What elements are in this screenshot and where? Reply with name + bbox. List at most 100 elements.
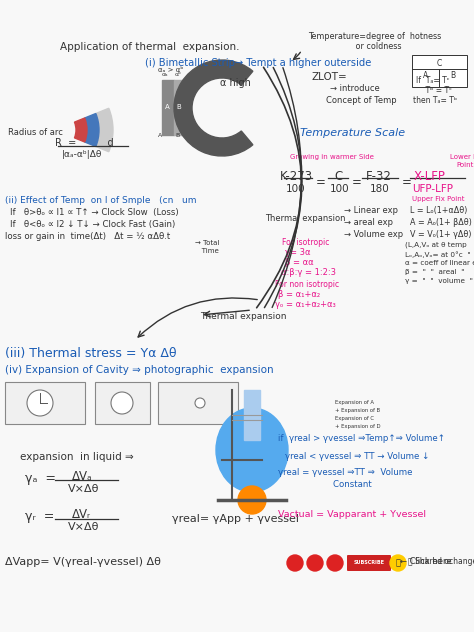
Circle shape (307, 555, 323, 571)
Text: B: B (451, 71, 456, 80)
Wedge shape (85, 114, 99, 147)
Text: → areal exp: → areal exp (344, 218, 393, 227)
Text: → Total: → Total (195, 240, 219, 246)
Bar (174, 80, 186, 135)
Text: 180: 180 (370, 184, 390, 194)
Text: =: = (316, 176, 326, 189)
Text: B: B (176, 133, 180, 138)
Text: γᵣ  =: γᵣ = (25, 510, 55, 523)
Bar (162, 80, 174, 135)
Text: Thermal expansion: Thermal expansion (200, 312, 286, 321)
Text: (L,A,Vₒ at θ temp: (L,A,Vₒ at θ temp (405, 242, 467, 248)
Text: Constant: Constant (278, 480, 372, 489)
Text: Lower Fix: Lower Fix (450, 154, 474, 160)
Text: Application of thermal  expansion.: Application of thermal expansion. (60, 42, 240, 52)
Text: Vactual = Vapparant + Yvessel: Vactual = Vapparant + Yvessel (278, 510, 426, 519)
Text: Point: Point (456, 162, 474, 168)
Text: ΔVᵣ: ΔVᵣ (72, 508, 91, 521)
Wedge shape (174, 60, 253, 156)
Text: (i) Bimetallic Strip→ Tempt a higher outerside: (i) Bimetallic Strip→ Tempt a higher out… (145, 58, 371, 68)
Text: + Expansion of D: + Expansion of D (335, 424, 381, 429)
Text: ⓪: ⓪ (395, 559, 401, 568)
Text: Time: Time (195, 248, 219, 254)
Text: αₐ: αₐ (162, 72, 169, 77)
Text: (iii) Thermal stress = Yα Δθ: (iii) Thermal stress = Yα Δθ (5, 347, 176, 360)
Text: V×Δθ: V×Δθ (68, 484, 100, 494)
Text: UFP-LFP: UFP-LFP (412, 184, 453, 194)
Circle shape (390, 555, 406, 571)
Text: L = Lₒ(1+αΔθ): L = Lₒ(1+αΔθ) (410, 206, 467, 215)
Text: Growing in warmer Side: Growing in warmer Side (290, 154, 374, 160)
Text: → Volume exp: → Volume exp (344, 230, 403, 239)
Circle shape (195, 398, 205, 408)
Text: then Tₐ= Tᵇ: then Tₐ= Tᵇ (413, 96, 457, 105)
Text: ← Click here: ← Click here (400, 557, 452, 566)
Text: If  Tₐ= Tᶜ: If Tₐ= Tᶜ (416, 76, 449, 85)
Text: R  =          d: R = d (55, 138, 114, 148)
Text: =: = (352, 176, 362, 189)
Text: SUBSCRIBE: SUBSCRIBE (354, 561, 384, 566)
Text: (iv) Expansion of Cavity ⇒ photographic  expansion: (iv) Expansion of Cavity ⇒ photographic … (5, 365, 273, 375)
Text: C: C (334, 170, 342, 183)
Text: expansion  in liquid ⇒: expansion in liquid ⇒ (20, 452, 134, 462)
Text: Thermal expansion: Thermal expansion (265, 214, 346, 223)
Text: 100: 100 (286, 184, 306, 194)
Text: Concept of Temp: Concept of Temp (326, 96, 397, 105)
Text: or coldness: or coldness (308, 42, 401, 51)
Text: X-LFP: X-LFP (414, 170, 446, 183)
Text: A: A (164, 104, 169, 110)
Text: + Expansion of B: + Expansion of B (335, 408, 380, 413)
Bar (244, 390, 260, 440)
Text: Radius of arc: Radius of arc (8, 128, 63, 137)
Text: β =  "  "  areal  ": β = " " areal " (405, 269, 465, 275)
Circle shape (327, 555, 343, 571)
Text: For isotropic: For isotropic (282, 238, 329, 247)
Text: ΔVapp= V(γreal-γvessel) Δθ: ΔVapp= V(γreal-γvessel) Δθ (5, 557, 161, 567)
Text: K-273: K-273 (280, 170, 313, 183)
Circle shape (287, 555, 303, 571)
Text: γₐ  =: γₐ = (25, 472, 56, 485)
Text: αᵇ: αᵇ (175, 72, 182, 77)
Text: If   θ>θₒ ∝ l1 ∝ T↑ → Clock Slow  (Loss): If θ>θₒ ∝ l1 ∝ T↑ → Clock Slow (Loss) (10, 208, 179, 217)
Text: Upper Fix Point: Upper Fix Point (412, 196, 465, 202)
Text: Temperature=degree of  hotness: Temperature=degree of hotness (308, 32, 441, 41)
Text: V = Vₒ(1+ γΔθ): V = Vₒ(1+ γΔθ) (410, 230, 472, 239)
Text: α high: α high (220, 78, 251, 88)
Text: A: A (158, 133, 162, 138)
Text: For non isotropic: For non isotropic (275, 280, 339, 289)
Text: ΔVₐ: ΔVₐ (72, 470, 92, 483)
Text: B: B (177, 104, 182, 110)
Text: Expansion of C: Expansion of C (335, 416, 374, 421)
Circle shape (111, 392, 133, 414)
Text: → Linear exp: → Linear exp (344, 206, 398, 215)
Text: if  γreal > γvessel ⇒Temp↑⇒ Volume↑: if γreal > γvessel ⇒Temp↑⇒ Volume↑ (278, 434, 445, 443)
Text: C: C (437, 59, 442, 68)
Text: αₐ > αᵇ: αₐ > αᵇ (158, 67, 183, 73)
Bar (5, 382, 85, 424)
Circle shape (27, 390, 53, 416)
Text: γ= 3α: γ= 3α (285, 248, 310, 257)
Text: α:β:γ = 1:2:3: α:β:γ = 1:2:3 (281, 268, 336, 277)
Text: β = α₁+α₂: β = α₁+α₂ (278, 290, 320, 299)
Text: → introduce: → introduce (330, 84, 380, 93)
Text: Lₒ,Aₒ,Vₒ= at 0°c  ": Lₒ,Aₒ,Vₒ= at 0°c " (405, 251, 471, 258)
Ellipse shape (216, 408, 288, 492)
Text: =: = (402, 176, 412, 189)
Wedge shape (74, 118, 87, 142)
Bar (412, 55, 467, 87)
Text: ZLOT=: ZLOT= (312, 72, 348, 82)
Text: γreal = γvessel ⇒TT ⇒  Volume: γreal = γvessel ⇒TT ⇒ Volume (278, 468, 412, 477)
Text: (ii) Effect of Temp  on l of Smple   (cn   um: (ii) Effect of Temp on l of Smple (cn um (5, 196, 197, 205)
Text: β = αα: β = αα (285, 258, 314, 267)
Text: Expansion of A: Expansion of A (335, 400, 374, 405)
Text: γreal < γvessel ⇒ TT → Volume ↓: γreal < γvessel ⇒ TT → Volume ↓ (285, 452, 429, 461)
Text: loss or gain in  time(Δt)   Δt = ½ αΔθ.t: loss or gain in time(Δt) Δt = ½ αΔθ.t (5, 232, 170, 241)
Text: γreal= γApp + γvessel: γreal= γApp + γvessel (172, 514, 299, 524)
Text: 100: 100 (330, 184, 350, 194)
Wedge shape (96, 108, 113, 152)
Text: γ =  "  "  volume  ": γ = " " volume " (405, 278, 473, 284)
Text: ⓪ Shared ochangesir: ⓪ Shared ochangesir (408, 557, 474, 566)
Text: A = Aₒ(1+ βΔθ): A = Aₒ(1+ βΔθ) (410, 218, 472, 227)
Text: Temperature Scale: Temperature Scale (300, 128, 405, 138)
Ellipse shape (238, 486, 266, 514)
